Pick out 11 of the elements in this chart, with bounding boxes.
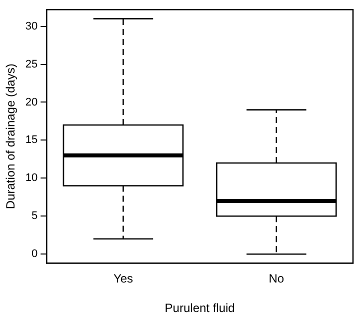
y-tick-label: 15 — [25, 134, 38, 146]
y-tick-label: 30 — [25, 20, 38, 32]
y-tick-label: 25 — [25, 58, 38, 70]
x-tick-label: No — [268, 272, 284, 286]
x-tick-label: Yes — [113, 272, 134, 286]
y-tick-label: 0 — [32, 248, 38, 260]
y-tick-label: 10 — [25, 172, 38, 184]
y-tick-label: 20 — [25, 96, 38, 108]
y-tick-label: 5 — [32, 210, 38, 222]
x-axis-title: Purulent fluid — [164, 301, 235, 316]
y-axis-title: Duration of drainage (days) — [4, 64, 18, 210]
